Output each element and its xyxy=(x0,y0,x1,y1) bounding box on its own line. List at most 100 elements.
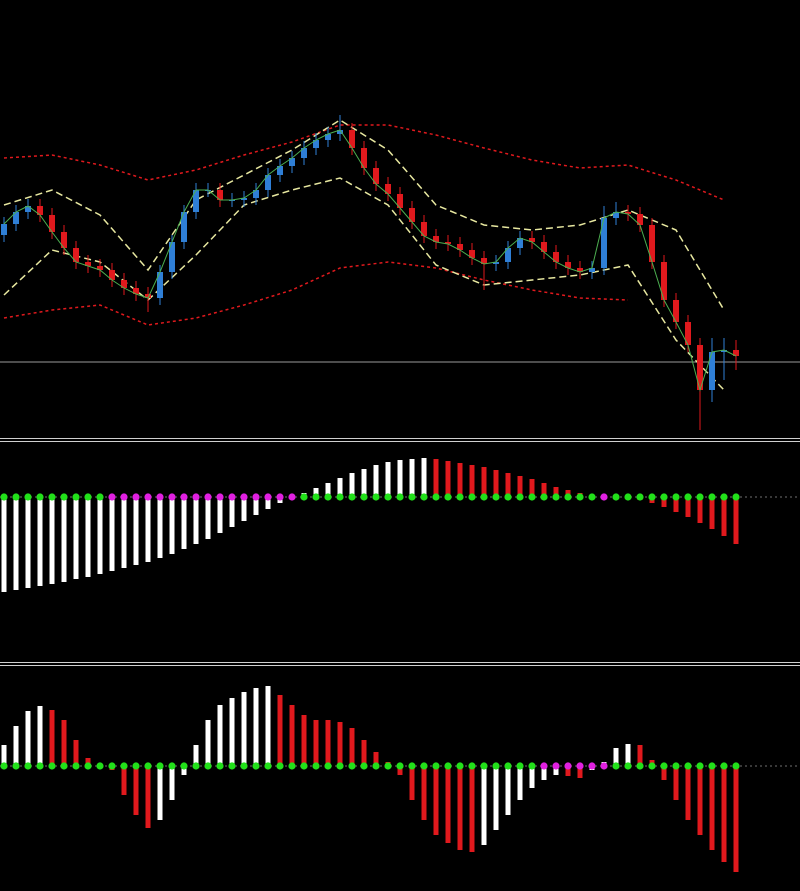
squeeze-dot xyxy=(468,762,476,770)
squeeze-dot xyxy=(300,493,308,501)
histogram-bar xyxy=(49,497,55,584)
histogram-bar xyxy=(469,465,475,497)
squeeze-dot xyxy=(12,762,20,770)
squeeze-dot xyxy=(36,493,44,501)
histogram-bar xyxy=(685,497,691,517)
candle-body xyxy=(301,148,307,158)
squeeze-dot xyxy=(708,762,716,770)
squeeze-dot xyxy=(312,762,320,770)
squeeze-dot xyxy=(612,493,620,501)
histogram-bar xyxy=(205,497,211,539)
candle-body xyxy=(469,250,475,258)
candle-body xyxy=(1,224,7,235)
histogram-bar xyxy=(385,462,391,497)
histogram-bar xyxy=(529,479,535,497)
histogram-bar xyxy=(253,497,259,515)
squeeze-dot xyxy=(228,493,236,501)
histogram-bar xyxy=(25,497,31,588)
histogram-bar xyxy=(445,461,451,497)
histogram-bar xyxy=(229,497,235,527)
squeeze-dot xyxy=(600,762,608,770)
squeeze-dot xyxy=(696,762,704,770)
squeeze-dot xyxy=(144,762,152,770)
squeeze-dot xyxy=(564,762,572,770)
candle-body xyxy=(409,208,415,222)
candle-body xyxy=(241,198,247,200)
squeeze-dot xyxy=(204,493,212,501)
histogram-bar xyxy=(373,465,379,497)
histogram-bar xyxy=(133,766,139,815)
histogram-bar xyxy=(325,483,331,497)
squeeze-dot xyxy=(696,493,704,501)
candle-body xyxy=(541,242,547,252)
close-line xyxy=(3,129,737,392)
histogram-bar xyxy=(313,720,319,766)
squeeze-dot xyxy=(516,762,524,770)
squeeze-dot xyxy=(432,762,440,770)
histogram-bar xyxy=(157,766,163,820)
squeeze-dot xyxy=(180,762,188,770)
histogram-bar xyxy=(553,487,559,497)
histogram-bar xyxy=(181,766,187,775)
histogram-bar xyxy=(697,497,703,523)
candle-body xyxy=(565,262,571,268)
squeeze-dot xyxy=(516,493,524,501)
candle-body xyxy=(109,270,115,280)
histogram-bar xyxy=(481,467,487,497)
candle-body xyxy=(349,130,355,148)
squeeze-dot xyxy=(732,762,740,770)
histogram-bar xyxy=(277,695,283,766)
squeeze-dot xyxy=(156,493,164,501)
squeeze-dot xyxy=(624,762,632,770)
histogram-bar xyxy=(121,497,127,568)
candle-body xyxy=(277,166,283,175)
histogram-bar xyxy=(49,710,55,766)
histogram-bar xyxy=(313,488,319,497)
candle-body xyxy=(97,266,103,270)
histogram-bar xyxy=(721,766,727,862)
candle-body xyxy=(481,258,487,264)
band-line xyxy=(3,124,725,201)
squeeze-dot xyxy=(660,493,668,501)
histogram-bar xyxy=(541,483,547,497)
squeeze-dot xyxy=(168,762,176,770)
squeeze-dot xyxy=(444,493,452,501)
candle-body xyxy=(25,206,31,212)
squeeze-dot xyxy=(96,493,104,501)
candle-body xyxy=(457,244,463,250)
histogram-bar xyxy=(409,766,415,800)
candle-body xyxy=(49,215,55,232)
histogram-bar xyxy=(61,720,67,766)
squeeze-dot xyxy=(108,493,116,501)
squeeze-dot xyxy=(288,762,296,770)
histogram-bar xyxy=(337,722,343,766)
histogram-bar xyxy=(361,740,367,766)
histogram-bar xyxy=(541,766,547,780)
candle-body xyxy=(253,190,259,198)
histogram-bar xyxy=(661,497,667,507)
candle-body xyxy=(649,225,655,262)
squeeze-dot xyxy=(312,493,320,501)
squeeze-dot xyxy=(324,493,332,501)
squeeze-dot xyxy=(612,762,620,770)
squeeze-dot xyxy=(588,762,596,770)
histogram-bar xyxy=(625,744,631,766)
squeeze-dot xyxy=(408,762,416,770)
candle-body xyxy=(421,222,427,236)
histogram-bar xyxy=(553,766,559,775)
squeeze-dot xyxy=(372,762,380,770)
squeeze-dot xyxy=(636,762,644,770)
candle-body xyxy=(685,322,691,345)
histogram-bar xyxy=(697,766,703,835)
squeeze-dot xyxy=(564,493,572,501)
histogram-bar xyxy=(145,766,151,828)
squeeze-dot xyxy=(336,493,344,501)
squeeze-dot xyxy=(108,762,116,770)
candle-body xyxy=(709,352,715,390)
squeeze-dot xyxy=(360,493,368,501)
squeeze-dot xyxy=(552,762,560,770)
histogram-bar xyxy=(337,478,343,497)
histogram-bar xyxy=(397,460,403,497)
squeeze-dot xyxy=(384,762,392,770)
